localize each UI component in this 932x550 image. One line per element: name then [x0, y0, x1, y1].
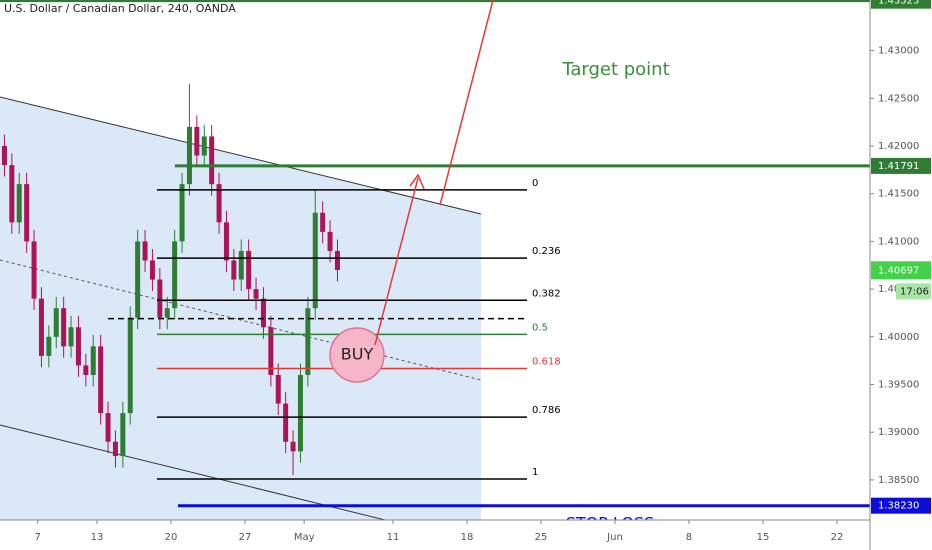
fib-label: 0.236	[532, 246, 561, 257]
candle-body	[68, 327, 74, 347]
candle-body	[172, 241, 178, 309]
candle-body	[238, 250, 244, 280]
channel-mid	[0, 259, 482, 381]
y-tick-label: 1.42000	[878, 141, 919, 152]
candle-body	[186, 126, 192, 185]
candle-body	[61, 308, 67, 347]
candle-body	[16, 184, 22, 223]
y-tick-label: 1.41500	[878, 189, 919, 200]
candle-body	[135, 241, 141, 318]
channel-lower	[0, 424, 386, 521]
fib-label: 0.382	[532, 288, 561, 299]
chart-title: U.S. Dollar / Canadian Dollar, 240, OAND…	[4, 2, 236, 15]
candle-body	[231, 260, 237, 280]
countdown-tag	[896, 283, 931, 300]
candle-body	[283, 403, 289, 442]
candle-body	[24, 184, 30, 242]
fib-label: 0.786	[532, 405, 561, 416]
price-tag-label: 1.41791	[878, 161, 919, 172]
candle-body	[320, 212, 326, 232]
price-tag-label: 1.43523	[878, 0, 919, 7]
x-tick-label: May	[294, 532, 315, 543]
x-tick-label: 7	[35, 532, 41, 543]
y-tick-label: 1.40000	[878, 332, 919, 343]
fib-label: 0.5	[532, 322, 548, 333]
y-tick-label: 1.39000	[878, 427, 919, 438]
y-tick-label: 1.39500	[878, 380, 919, 391]
countdown-label: 17:06	[900, 286, 929, 297]
candle-body	[83, 365, 89, 375]
x-tick-label: 25	[535, 532, 548, 543]
last-price-label: 1.40697	[878, 265, 919, 276]
candle-body	[327, 231, 333, 251]
candle-body	[209, 136, 215, 185]
candle-body	[112, 441, 118, 457]
candle-body	[268, 327, 274, 375]
x-tick-label: 11	[387, 532, 400, 543]
channel-fill	[0, 97, 481, 520]
x-tick-label: 18	[461, 532, 474, 543]
arrow	[374, 177, 419, 346]
candle-body	[216, 184, 222, 223]
x-tick-label: 22	[831, 532, 844, 543]
candle-body	[194, 126, 200, 156]
candle-body	[31, 241, 37, 299]
x-tick-label: 13	[91, 532, 104, 543]
candle-body	[201, 136, 207, 156]
candle-body	[149, 260, 155, 280]
candle-body	[157, 279, 163, 318]
candle-body	[312, 212, 318, 309]
arrow-head	[409, 173, 425, 190]
candle-body	[290, 441, 296, 452]
y-tick-label: 1.38500	[878, 475, 919, 486]
candle-body	[38, 298, 44, 356]
candle-body	[1, 145, 7, 166]
y-tick-label: 1.42500	[878, 93, 919, 104]
buy-circle	[329, 327, 385, 383]
price-tag	[871, 0, 931, 9]
candle-body	[46, 336, 52, 356]
x-tick-label: Jun	[606, 532, 623, 543]
buy-label: BUY	[341, 345, 374, 364]
candle-body	[253, 289, 259, 299]
y-tick-label: 1.41000	[878, 236, 919, 247]
candle-body	[127, 317, 133, 414]
channel-upper	[0, 96, 482, 215]
candle-body	[75, 327, 81, 366]
y-tick-label: 1.43000	[878, 46, 919, 57]
candle-body	[260, 298, 266, 328]
price-tag	[871, 497, 931, 514]
candle-body	[179, 184, 185, 242]
fib-label: 1	[532, 467, 538, 478]
candle-body	[142, 241, 148, 261]
candle-body	[90, 346, 96, 375]
x-tick-label: 15	[757, 532, 770, 543]
candle-body	[120, 413, 126, 457]
x-tick-label: 27	[239, 532, 252, 543]
arrow	[439, 0, 494, 206]
candle-body	[297, 374, 303, 452]
candle-body	[105, 413, 111, 442]
fib-label: 0	[532, 178, 538, 189]
x-tick-label: 8	[686, 532, 692, 543]
last-price-tag	[871, 261, 931, 280]
candle-body	[246, 250, 252, 290]
candle-body	[98, 346, 104, 414]
time-axis	[0, 520, 932, 550]
candle-body	[164, 308, 170, 318]
candle-body	[305, 308, 311, 375]
price-tag-label: 1.38230	[878, 501, 919, 512]
candle-body	[275, 374, 281, 404]
target-label: Target point	[561, 59, 669, 80]
x-tick-label: 20	[165, 532, 178, 543]
candle-body	[53, 308, 59, 337]
price-tag	[871, 157, 931, 174]
candle-body	[223, 222, 229, 261]
candle-body	[9, 165, 15, 223]
candle-body	[334, 250, 340, 271]
fib-label: 0.618	[532, 357, 561, 368]
